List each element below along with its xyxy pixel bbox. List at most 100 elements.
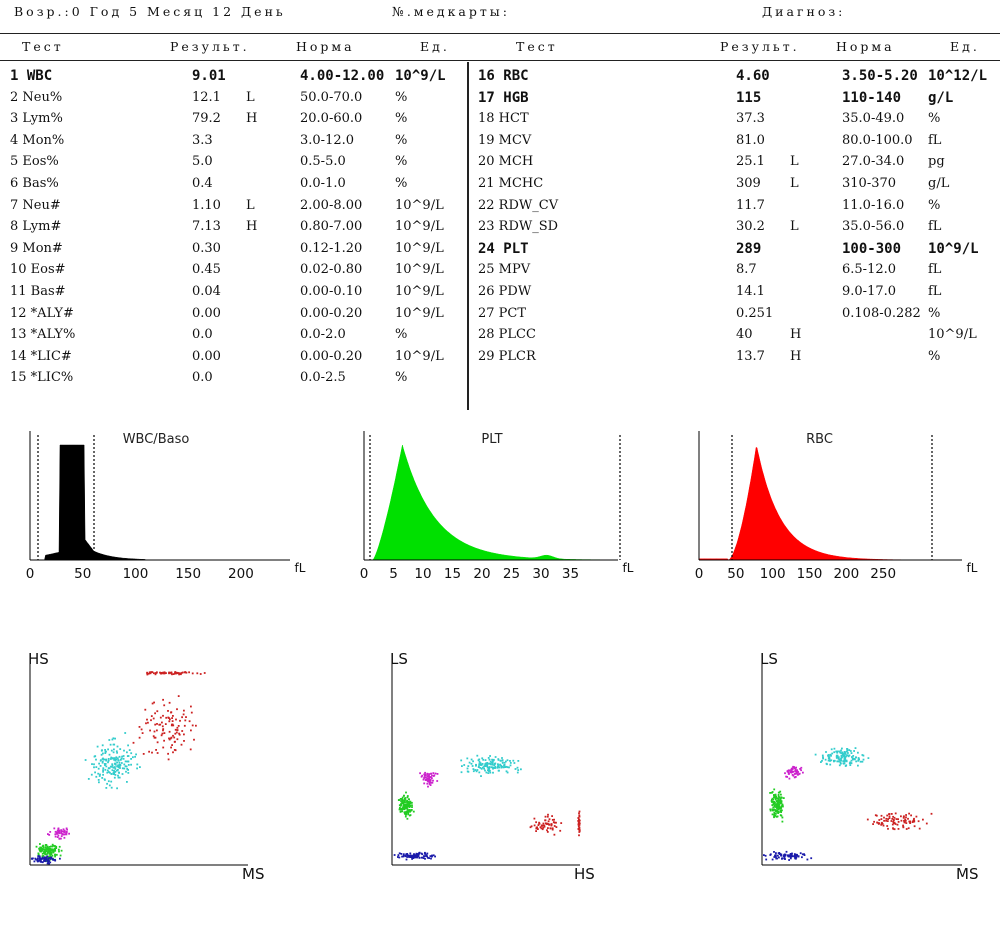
scatter-point-1-3-21: [472, 760, 474, 763]
scatter-point-0-3-19: [98, 775, 101, 777]
scatter-point-1-3-4: [478, 765, 480, 768]
right-row-13-unit: 10^9/L: [928, 327, 977, 343]
scattergram-hs-ms: HS MS: [28, 650, 264, 880]
histogram-wbc-baso: WBC/Baso 0 50 100 150 200 fL: [26, 431, 306, 582]
scatter-point-0-1-52: [48, 862, 50, 865]
scatter-point-1-2-54: [434, 772, 437, 775]
left-row-9-unit: 10^9/L: [395, 240, 444, 256]
scatter-point-2-0-87: [771, 798, 773, 801]
scatter-point-0-0-67: [48, 846, 51, 848]
right-row-4-norm: 80.0-100.0: [842, 132, 913, 148]
scatter-point-1-1-86: [424, 851, 426, 854]
scatter-point-1-2-26: [423, 776, 426, 779]
scatter-point-1-0-125: [408, 805, 411, 807]
scatter-point-0-4-29: [161, 732, 164, 735]
scatter-point-0-3-66: [107, 771, 110, 773]
scatter-point-1-3-62: [517, 769, 520, 771]
scatter-point-2-0-126: [773, 794, 775, 796]
scatter-point-0-3-131: [93, 763, 95, 766]
scatter-point-2-4-0: [917, 820, 920, 823]
scatter-point-1-1-33: [422, 857, 425, 859]
scatter-point-0-5-59: [168, 672, 170, 675]
right-row-1-result: 4.60: [736, 68, 770, 84]
scatter-point-2-2-33: [796, 772, 798, 774]
scatter-point-2-3-119: [837, 760, 840, 763]
scatter-point-1-0-4: [404, 812, 406, 815]
scatter-point-0-4-86: [182, 713, 185, 716]
scatter-point-2-4-41: [893, 828, 896, 831]
scatter-point-0-1-28: [37, 857, 39, 860]
scatter-point-0-5-56: [163, 671, 166, 674]
scatter-point-1-0-40: [401, 796, 404, 799]
scatter-point-2-0-83: [773, 813, 776, 816]
scatter-point-1-0-138: [405, 805, 407, 807]
scatter-point-0-1-31: [50, 857, 52, 860]
scatter-point-1-3-116: [472, 770, 475, 773]
scatter-point-0-4-50: [163, 732, 166, 734]
scatter-point-2-1-67: [781, 857, 784, 860]
scatter-point-2-3-86: [848, 754, 851, 757]
scatter-point-1-1-31: [430, 857, 432, 860]
scatter-point-1-3-138: [475, 763, 477, 766]
scatter-point-0-3-34: [134, 755, 136, 758]
scatter-point-1-1-26: [434, 855, 436, 858]
scatter-point-2-3-36: [828, 756, 831, 759]
scatter-point-2-0-127: [773, 811, 776, 814]
scatter-point-0-3-173: [99, 765, 102, 767]
scatter-point-1-2-53: [419, 772, 421, 775]
scatter-point-1-0-80: [405, 791, 407, 794]
scatter-point-2-0-45: [774, 814, 777, 817]
scatter-point-0-4-43: [168, 730, 171, 733]
left-row-4-result: 3.3: [192, 132, 213, 148]
scatter-point-0-1-11: [49, 861, 52, 864]
scatter-point-0-3-137: [136, 767, 138, 770]
left-row-14-norm: 0.00-0.20: [300, 348, 363, 364]
scatter-point-1-4-35: [530, 825, 533, 828]
scatter-point-2-0-26: [782, 805, 784, 808]
scatter-point-1-4-1: [538, 821, 540, 824]
scatter-point-0-3-152: [90, 773, 93, 776]
scatter-point-0-3-116: [107, 761, 109, 764]
scatter-point-1-3-9: [496, 766, 499, 769]
scatter-point-1-0-43: [401, 798, 404, 801]
histogram-title-2: RBC: [806, 432, 833, 447]
scatter-point-1-5-24: [578, 819, 581, 822]
scatter-point-2-2-53: [790, 768, 793, 771]
scatter-point-0-3-5: [111, 763, 114, 766]
scatter-point-0-4-73: [146, 718, 148, 721]
scatter-point-1-1-28: [426, 856, 429, 859]
scatter-point-1-4-4: [542, 826, 545, 829]
scatter-point-2-1-1: [763, 854, 765, 856]
scatter-point-0-4-59: [193, 738, 195, 741]
scatter-point-1-0-58: [400, 800, 402, 802]
scatter-point-1-5-27: [577, 817, 580, 819]
scatter-point-0-4-31: [132, 741, 135, 744]
left-row-6-norm: 0.0-1.0: [300, 176, 346, 191]
scatter-point-1-0-70: [408, 806, 411, 808]
scatter-point-2-1-46: [773, 856, 776, 858]
left-row-15-norm: 0.0-2.5: [300, 370, 346, 386]
scatter-point-1-1-19: [424, 857, 426, 860]
right-row-11-unit: fL: [928, 284, 942, 299]
scatter-point-0-3-178: [127, 764, 130, 766]
scatter-point-2-0-40: [769, 792, 771, 794]
scatter-point-2-0-91: [776, 806, 779, 808]
scatter-point-1-3-5: [484, 769, 486, 772]
scatter-point-1-3-147: [491, 763, 494, 766]
left-row-15-test: 15 *LIC%: [10, 370, 74, 386]
scatter-point-0-4-109: [160, 734, 163, 737]
scatter-point-0-3-163: [110, 773, 113, 775]
scatter-point-2-1-79: [783, 857, 786, 860]
scatter-point-1-3-122: [481, 766, 484, 769]
left-row-8-unit: 10^9/L: [395, 219, 444, 235]
right-row-2-norm: 110-140: [842, 89, 902, 106]
scatter-point-1-4-37: [551, 827, 554, 830]
left-row-10-test: 10 Eos#: [10, 262, 66, 278]
scatter-point-1-5-28: [578, 814, 581, 817]
scatter-point-0-1-23: [36, 858, 39, 861]
scatter-point-2-3-83: [840, 749, 842, 752]
scatter-point-0-0-95: [46, 856, 49, 859]
scatter-point-0-1-19: [42, 857, 45, 860]
left-row-6-test: 6 Bas%: [10, 176, 59, 191]
scatter-point-0-3-113: [104, 749, 106, 751]
